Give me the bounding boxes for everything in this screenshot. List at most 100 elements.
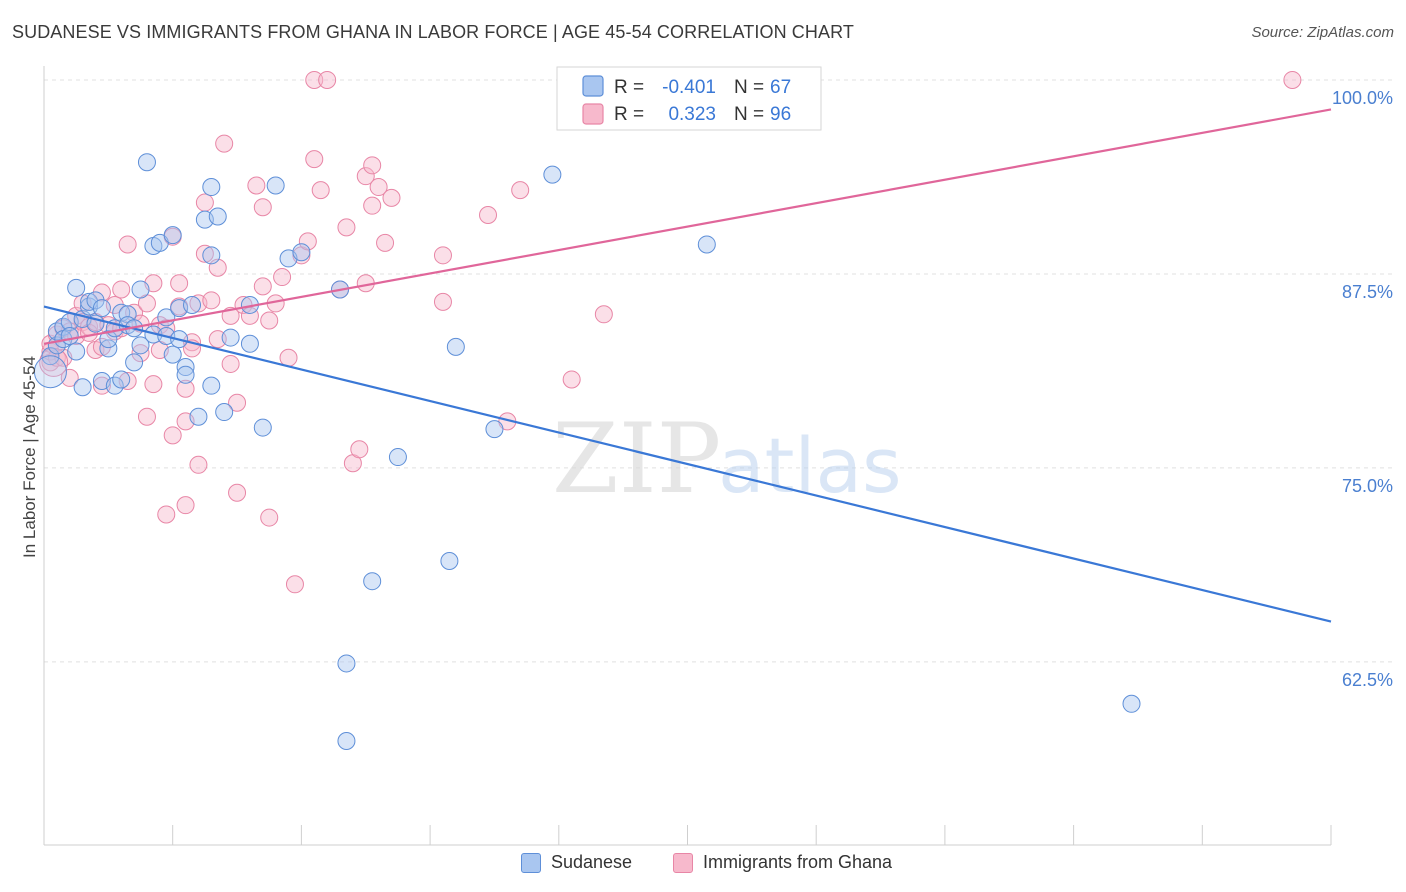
point-sudanese [446,337,465,356]
point-ghana [337,218,356,237]
point-ghana [247,176,266,195]
point-ghana [285,575,304,594]
point-ghana [1283,70,1302,89]
point-sudanese [337,732,356,751]
point-ghana [60,368,79,387]
point-sudanese [163,226,182,245]
point-sudanese [33,355,67,389]
legend-swatch-ghana-bottom [673,852,693,873]
point-ghana [562,370,581,389]
point-ghana [189,455,208,474]
point-sudanese [176,365,195,384]
point-ghana [376,233,395,252]
legend-swatch-ghana [582,103,604,125]
point-sudanese [131,280,150,299]
point-ghana [253,277,272,296]
point-ghana [92,376,111,395]
point-sudanese [337,654,356,673]
point-ghana [594,305,613,324]
legend-n-value-1: 67 [770,77,791,98]
legend-item-ghana: Immigrants from Ghana [673,852,892,873]
legend-label-sudanese: Sudanese [551,852,633,872]
point-ghana [298,232,317,251]
point-ghana [131,344,150,363]
point-ghana [176,496,195,515]
point-ghana [202,291,221,310]
point-ghana [144,375,163,394]
point-ghana [311,181,330,200]
point-sudanese [240,334,259,353]
watermark-atlas: atlas [718,421,902,510]
point-sudanese [543,165,562,184]
point-sudanese [176,358,195,377]
gridlines [44,79,1392,663]
legend-box: R = -0.401 N = 67 R = 0.323 N = 96 [556,66,822,131]
point-ghana [170,274,189,293]
point-sudanese [363,572,382,591]
point-ghana [157,505,176,524]
point-ghana [215,134,234,153]
point-sudanese [202,178,221,197]
point-sudanese [99,339,118,358]
point-ghana [273,268,292,287]
point-ghana [228,483,247,502]
point-sudanese [60,327,79,346]
scatter-chart: ZIP atlas 62.5%75.0%87.5%100.0% 0.0%20.0… [20,66,1393,846]
point-sudanese [137,153,156,172]
point-sudanese [202,376,221,395]
legend-r-label-1: R = [614,77,644,98]
point-ghana [176,379,195,398]
point-ghana [382,188,401,207]
point-ghana [318,70,337,89]
y-tick-labels: 62.5% 75.0% 87.5% 100.0% [1332,88,1393,690]
point-ghana [350,440,369,459]
y-tick-label: 87.5% [1342,282,1393,302]
trend-line-sudanese [43,305,1332,623]
trend-line-ghana [43,108,1332,345]
point-sudanese [189,407,208,426]
point-sudanese [697,235,716,254]
point-ghana [356,167,375,186]
legend-r-value-2: 0.323 [668,104,716,125]
point-sudanese [215,403,234,422]
y-axis-label: In Labor Force | Age 45-54 [20,356,39,558]
point-ghana [279,348,298,367]
point-sudanese [292,243,311,262]
legend-item-sudanese: Sudanese [521,852,632,873]
point-sudanese [99,330,118,349]
y-tick-label: 100.0% [1332,88,1393,108]
point-ghana [260,311,279,330]
point-ghana [363,156,382,175]
point-ghana [305,150,324,169]
watermark-zip: ZIP [552,403,721,515]
point-sudanese [440,552,459,571]
point-ghana [112,280,131,299]
point-sudanese [67,278,86,297]
point-sudanese [202,246,221,265]
point-ghana [260,508,279,527]
point-ghana [228,393,247,412]
legend-swatch-sudanese [582,75,604,97]
legend-n-label-2: N = [734,104,764,125]
y-tick-label: 75.0% [1342,476,1393,496]
point-sudanese [221,328,240,347]
point-sudanese [92,299,111,318]
point-ghana [433,292,452,311]
point-sudanese [131,336,150,355]
point-ghana [137,407,156,426]
point-sudanese [266,176,285,195]
legend-label-ghana: Immigrants from Ghana [703,852,893,872]
point-ghana [479,205,498,224]
point-ghana [511,181,530,200]
point-sudanese [253,418,272,437]
legend-r-value-1: -0.401 [662,77,716,98]
point-sudanese [125,353,144,372]
point-ghana [305,70,324,89]
series-sudanese-points [33,153,1141,751]
point-ghana [118,235,137,254]
point-sudanese [1122,694,1141,713]
trend-lines [43,108,1332,623]
point-ghana [163,426,182,445]
point-ghana [253,198,272,217]
legend-n-value-2: 96 [770,104,791,125]
